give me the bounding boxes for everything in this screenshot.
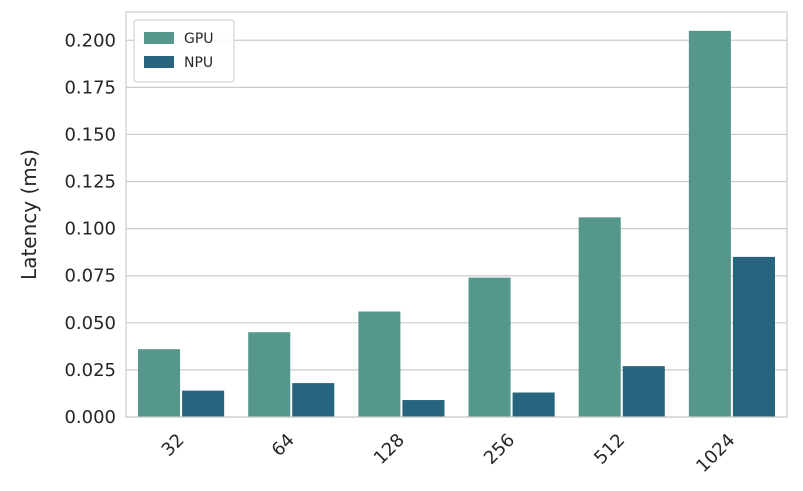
y-tick-label: 0.050 xyxy=(64,313,116,334)
x-tick-label: 512 xyxy=(590,430,629,469)
x-tick-label: 64 xyxy=(268,430,299,461)
y-tick-label: 0.150 xyxy=(64,124,116,145)
y-tick-labels: 0.000 0.025 0.050 0.075 0.100 0.125 0.150 0.175… xyxy=(64,30,116,428)
legend-swatch-gpu xyxy=(144,32,174,44)
bar-gpu-32 xyxy=(138,349,181,417)
y-axis-label: Latency (ms) xyxy=(17,149,41,280)
bar-npu-32 xyxy=(182,390,225,417)
y-tick-label: 0.075 xyxy=(64,266,116,287)
bar-gpu-512 xyxy=(578,217,621,417)
y-gridlines xyxy=(126,39,787,418)
x-tick-label: 1024 xyxy=(692,430,739,477)
bar-gpu-256 xyxy=(468,277,511,417)
bar-npu-256 xyxy=(512,392,555,417)
bar-gpu-1024 xyxy=(688,30,731,417)
y-tick-label: 0.200 xyxy=(64,30,116,51)
legend-label-gpu: GPU xyxy=(184,31,214,47)
y-tick-label: 0.025 xyxy=(64,360,116,381)
y-tick-label: 0.000 xyxy=(64,407,116,428)
bar-gpu-128 xyxy=(358,311,401,417)
plot-frame xyxy=(125,11,788,418)
bar-npu-512 xyxy=(622,366,665,417)
bar-gpu-64 xyxy=(248,332,291,417)
x-tick-label: 32 xyxy=(158,430,189,461)
x-tick-labels: 32 64 128 256 512 1024 xyxy=(158,430,740,477)
bar-npu-64 xyxy=(292,383,335,417)
y-tick-label: 0.125 xyxy=(64,172,116,193)
legend-box xyxy=(133,19,235,83)
y-tick-label: 0.100 xyxy=(64,219,116,240)
bars xyxy=(138,30,775,417)
x-tick-label: 256 xyxy=(480,430,519,469)
x-tick-label: 128 xyxy=(370,430,409,469)
bar-npu-128 xyxy=(402,400,445,417)
legend-label-npu: NPU xyxy=(184,55,213,71)
legend-swatch-npu xyxy=(144,56,174,68)
y-tick-label: 0.175 xyxy=(64,77,116,98)
legend: GPU NPU xyxy=(133,19,235,83)
bar-npu-1024 xyxy=(732,256,775,417)
